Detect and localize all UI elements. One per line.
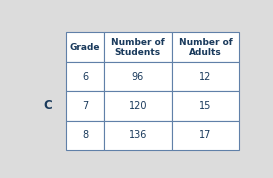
Bar: [66, 121, 104, 150]
Bar: [66, 62, 104, 91]
Bar: [104, 32, 172, 62]
Text: 120: 120: [129, 101, 147, 111]
Bar: [104, 91, 172, 121]
Bar: [172, 121, 239, 150]
Text: 12: 12: [199, 72, 212, 82]
Bar: [104, 62, 172, 91]
Text: 17: 17: [199, 130, 212, 140]
Bar: [172, 32, 239, 62]
Text: 8: 8: [82, 130, 88, 140]
Text: 6: 6: [82, 72, 88, 82]
Bar: [172, 91, 239, 121]
Text: Grade: Grade: [70, 43, 100, 52]
Text: 96: 96: [132, 72, 144, 82]
Text: 15: 15: [199, 101, 212, 111]
Text: 136: 136: [129, 130, 147, 140]
Text: 7: 7: [82, 101, 88, 111]
Bar: [66, 91, 104, 121]
Text: Number of
Students: Number of Students: [111, 38, 165, 57]
Bar: [66, 32, 104, 62]
Text: C: C: [43, 100, 52, 112]
Bar: [104, 121, 172, 150]
Bar: [172, 62, 239, 91]
Text: Number of
Adults: Number of Adults: [179, 38, 232, 57]
